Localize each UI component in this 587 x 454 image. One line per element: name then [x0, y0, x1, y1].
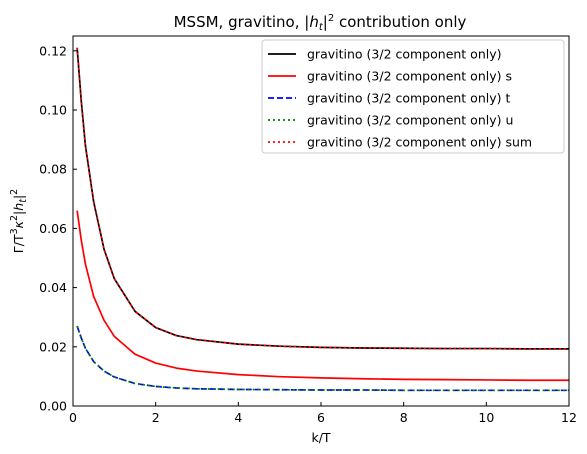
legend: gravitino (3/2 component only) gravitino … [262, 40, 564, 153]
x-tick-label: 0 [69, 410, 77, 425]
x-tick-label: 8 [400, 410, 408, 425]
x-tick-label: 12 [561, 410, 577, 425]
legend-label: gravitino (3/2 component only) sum [307, 135, 532, 150]
y-tick-label: 0.00 [39, 399, 67, 414]
legend-label: gravitino (3/2 component only) t [307, 91, 510, 106]
y-tick-label: 0.10 [39, 103, 67, 118]
x-tick-label: 6 [317, 410, 325, 425]
y-tick-label: 0.02 [39, 339, 67, 354]
x-tick-label: 10 [478, 410, 494, 425]
legend-label: gravitino (3/2 component only) u [307, 113, 513, 128]
y-tick-label: 0.12 [39, 43, 67, 58]
x-tick-label: 2 [152, 410, 160, 425]
legend-label: gravitino (3/2 component only) s [307, 69, 512, 84]
y-tick-label: 0.06 [39, 221, 67, 236]
y-tick-label: 0.04 [39, 280, 67, 295]
x-tick-label: 4 [234, 410, 242, 425]
x-axis-label: k/T [311, 430, 330, 445]
y-tick-label: 0.08 [39, 162, 67, 177]
legend-label: gravitino (3/2 component only) [307, 47, 502, 62]
